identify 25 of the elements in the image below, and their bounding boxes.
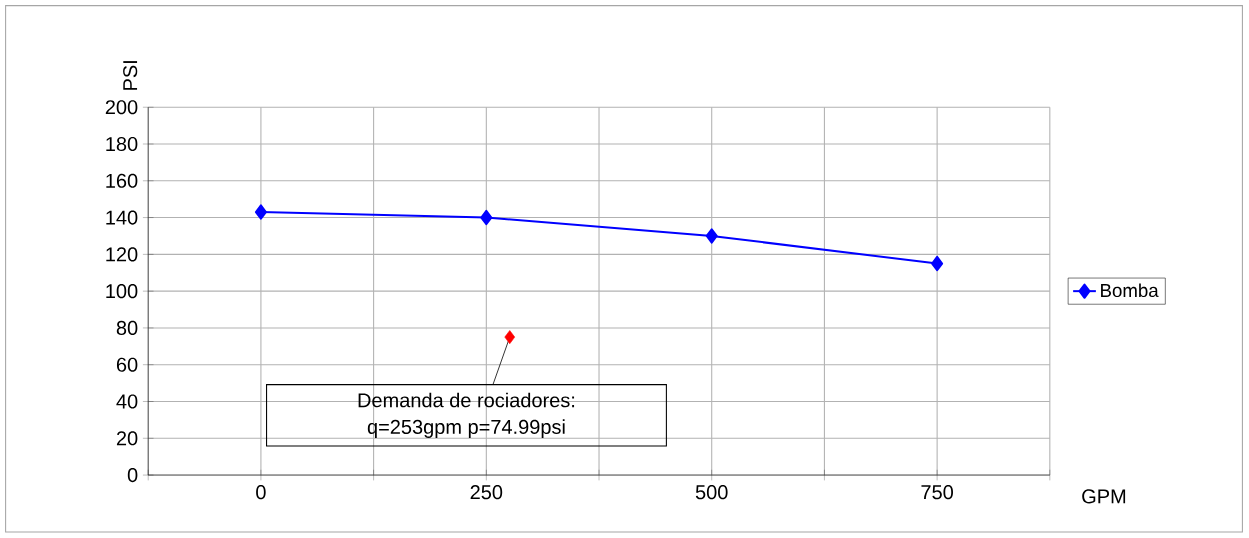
annotation: q=253gpm p=74.99psi (367, 419, 565, 438)
y-tick-label: 40 (116, 394, 138, 409)
y-tick-label: 160 (106, 173, 138, 188)
x-tick-label: 500 (695, 484, 728, 500)
y-tick-label: 100 (106, 283, 138, 299)
x-tick-label: 750 (921, 484, 953, 500)
annotation: Demanda de rociadores: (358, 392, 575, 408)
point (705, 228, 718, 244)
y-tick-label: 180 (106, 136, 138, 151)
legend-label: Bomba (1101, 283, 1159, 297)
point (254, 204, 267, 220)
y-axis-title: PSI (123, 60, 138, 90)
point (504, 330, 516, 344)
y-tick-label: 20 (116, 431, 138, 446)
y-tick-label: 80 (116, 320, 138, 335)
x-axis-title: GPM (1082, 489, 1126, 504)
x-tick-label: 250 (470, 484, 503, 500)
point (931, 255, 944, 272)
y-tick-label: 0 (127, 467, 138, 482)
y-tick-label: 200 (105, 100, 138, 115)
y-tick-label: 140 (106, 210, 138, 225)
y-tick-label: 120 (106, 247, 138, 262)
point (480, 209, 493, 226)
x-tick-label: 0 (256, 484, 266, 500)
y-tick-label: 60 (116, 357, 138, 372)
